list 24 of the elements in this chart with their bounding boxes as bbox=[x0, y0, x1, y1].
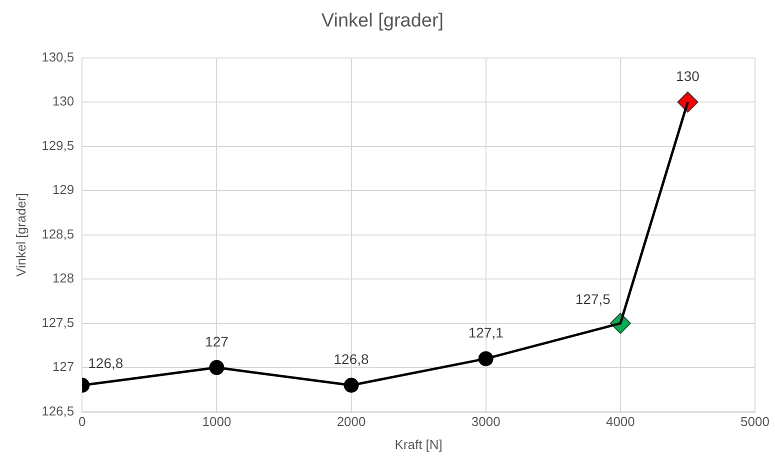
y-tick-label: 130,5 bbox=[42, 49, 74, 64]
data-label: 127,1 bbox=[468, 324, 504, 341]
data-label: 126,8 bbox=[334, 351, 370, 368]
data-label: 127 bbox=[205, 333, 229, 350]
x-tick-label: 1000 bbox=[202, 414, 232, 430]
y-tick-label: 130 bbox=[52, 94, 74, 109]
x-tick-label: 2000 bbox=[336, 414, 366, 430]
chart-title: Vinkel [grader] bbox=[321, 10, 444, 32]
data-label: 130 bbox=[676, 68, 700, 84]
data-label: 126,8 bbox=[88, 355, 124, 372]
data-label: 127,5 bbox=[575, 291, 611, 308]
x-axis-title: Kraft [N] bbox=[394, 436, 442, 452]
y-tick-label: 127,5 bbox=[42, 314, 74, 330]
y-tick-label: 128 bbox=[52, 270, 74, 286]
x-tick-label: 3000 bbox=[471, 414, 500, 430]
x-tick-label: 4000 bbox=[606, 414, 635, 430]
y-tick-label: 129 bbox=[52, 182, 74, 198]
y-tick-label: 129,5 bbox=[42, 138, 74, 153]
y-tick-label: 128,5 bbox=[42, 226, 74, 242]
x-tick-label: 0 bbox=[78, 414, 86, 430]
y-tick-label: 126,5 bbox=[42, 403, 74, 418]
x-tick-label: 5000 bbox=[740, 414, 770, 430]
y-tick-label: 127 bbox=[52, 359, 74, 374]
y-axis-title: Vinkel [grader] bbox=[13, 193, 28, 277]
